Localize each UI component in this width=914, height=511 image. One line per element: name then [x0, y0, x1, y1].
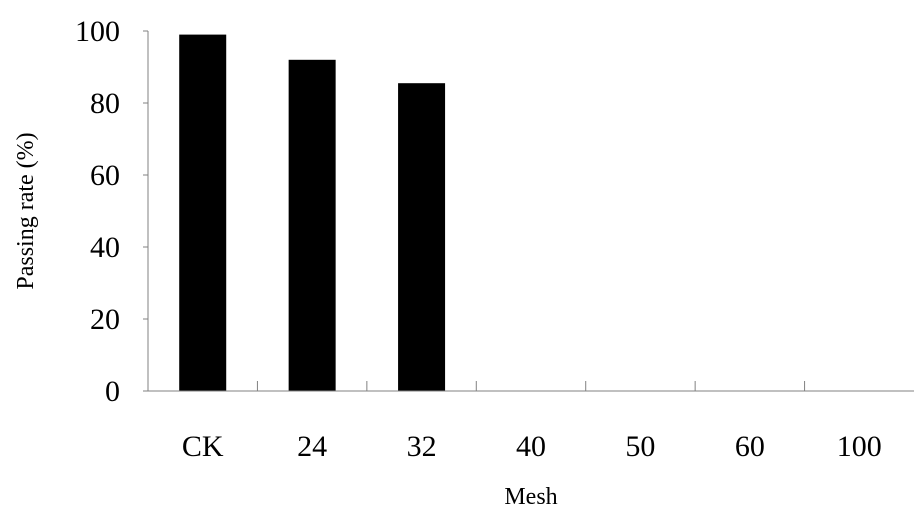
- bar-24: [288, 59, 336, 392]
- y-tick-label: 100: [75, 15, 120, 48]
- x-tick-label: CK: [182, 430, 224, 463]
- x-axis-ticks: CK 24 32 40 50 60 100: [182, 381, 882, 463]
- x-tick-label: 50: [625, 430, 655, 463]
- y-tick-label: 20: [90, 303, 120, 336]
- y-tick-label: 0: [105, 375, 120, 408]
- x-tick-label: 40: [516, 430, 546, 463]
- y-axis-ticks: 0 20 40 60 80 100: [75, 15, 148, 408]
- x-tick-label: 32: [407, 430, 437, 463]
- y-tick-label: 60: [90, 159, 120, 192]
- x-axis-title: Mesh: [504, 484, 557, 510]
- y-tick-label: 80: [90, 87, 120, 120]
- x-tick-label: 60: [735, 430, 765, 463]
- x-tick-label: 100: [837, 430, 882, 463]
- y-axis-title: Passing rate (%): [13, 132, 39, 289]
- bars: [179, 34, 446, 392]
- bar-CK: [179, 34, 227, 391]
- y-tick-label: 40: [90, 231, 120, 264]
- bar-32: [398, 83, 446, 391]
- x-tick-label: 24: [297, 430, 327, 463]
